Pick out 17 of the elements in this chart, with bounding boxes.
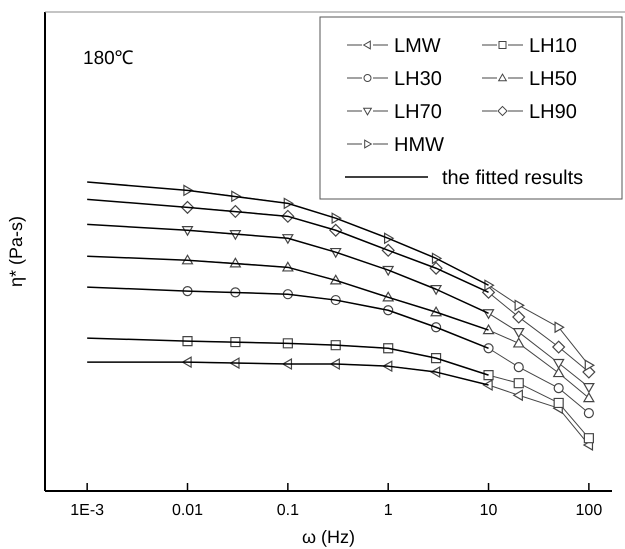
legend-label: HMW xyxy=(394,134,444,156)
text: 180℃ xyxy=(83,48,134,69)
legend-label: LH30 xyxy=(394,68,442,90)
legend-label: LMW xyxy=(394,35,441,57)
legend-label: the fitted results xyxy=(442,167,584,189)
y-axis-title: η* (Pa-s) xyxy=(6,216,26,288)
legend-label: LH90 xyxy=(529,101,577,123)
legend-label: LH10 xyxy=(529,35,577,57)
legend-label: LH50 xyxy=(529,68,577,90)
x-tick-label: 100 xyxy=(576,502,602,519)
x-tick-label: 10 xyxy=(480,502,498,519)
x-tick-label: 1 xyxy=(384,502,393,519)
x-axis-title: ω (Hz) xyxy=(302,527,356,547)
legend-label: LH70 xyxy=(394,101,442,123)
x-tick-label: 0.01 xyxy=(172,502,204,519)
x-tick-label: 1E-3 xyxy=(70,502,104,519)
x-tick-label: 0.1 xyxy=(276,502,300,519)
